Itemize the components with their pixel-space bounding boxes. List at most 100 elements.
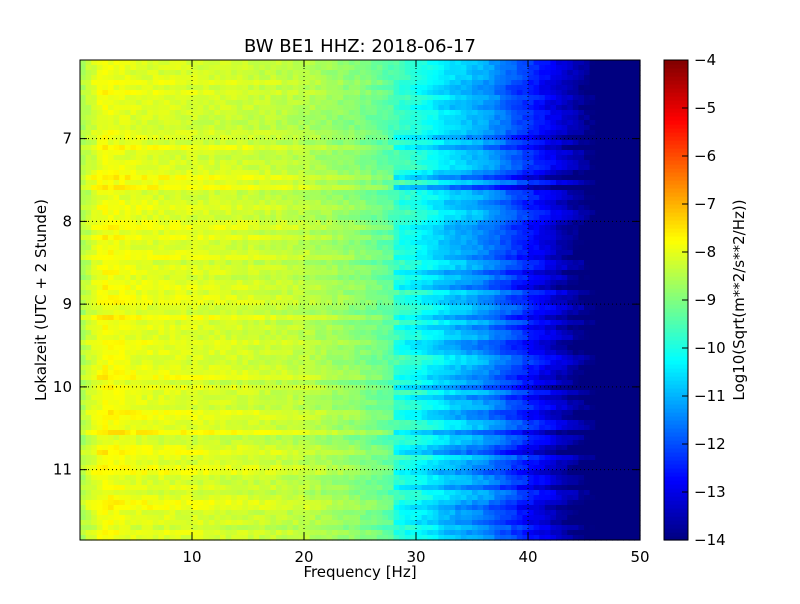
heatmap-cell: [584, 220, 591, 226]
heatmap-cell: [203, 110, 210, 116]
heatmap-cell: [600, 265, 607, 271]
heatmap-cell: [225, 85, 232, 91]
heatmap-cell: [393, 255, 400, 261]
heatmap-cell: [130, 305, 137, 311]
heatmap-cell: [494, 230, 501, 236]
heatmap-cell: [533, 80, 540, 86]
heatmap-cell: [119, 170, 126, 176]
heatmap-cell: [276, 260, 283, 266]
heatmap-cell: [108, 195, 115, 201]
heatmap-cell: [108, 175, 115, 181]
heatmap-cell: [505, 75, 512, 81]
heatmap-cell: [628, 225, 635, 231]
heatmap-cell: [539, 255, 546, 261]
heatmap-cell: [410, 205, 417, 211]
heatmap-cell: [544, 280, 551, 286]
heatmap-cell: [169, 85, 176, 91]
heatmap-cell: [421, 250, 428, 256]
heatmap-cell: [108, 150, 115, 156]
heatmap-cell: [595, 180, 602, 186]
heatmap-cell: [533, 95, 540, 101]
heatmap-cell: [248, 275, 255, 281]
heatmap-cell: [253, 260, 260, 266]
heatmap-cell: [488, 275, 495, 281]
heatmap-cell: [158, 140, 165, 146]
heatmap-cell: [164, 245, 171, 251]
heatmap-cell: [270, 230, 277, 236]
heatmap-cell: [533, 110, 540, 116]
heatmap-cell: [544, 90, 551, 96]
heatmap-cell: [584, 130, 591, 136]
heatmap-cell: [220, 150, 227, 156]
heatmap-cell: [416, 90, 423, 96]
heatmap-cell: [522, 150, 529, 156]
heatmap-cell: [600, 280, 607, 286]
heatmap-cell: [315, 270, 322, 276]
heatmap-cell: [511, 240, 518, 246]
heatmap-cell: [472, 265, 479, 271]
heatmap-cell: [494, 65, 501, 71]
heatmap-cell: [634, 110, 641, 116]
heatmap-cell: [578, 120, 585, 126]
heatmap-cell: [567, 65, 574, 71]
heatmap-cell: [628, 140, 635, 146]
heatmap-cell: [175, 165, 182, 171]
heatmap-cell: [505, 195, 512, 201]
heatmap-cell: [304, 85, 311, 91]
heatmap-cell: [192, 60, 199, 66]
heatmap-cell: [472, 145, 479, 151]
heatmap-cell: [584, 265, 591, 271]
heatmap-cell: [354, 240, 361, 246]
heatmap-cell: [505, 185, 512, 191]
heatmap-cell: [421, 115, 428, 121]
heatmap-cell: [203, 70, 210, 76]
heatmap-cell: [348, 255, 355, 261]
heatmap-cell: [584, 95, 591, 101]
heatmap-cell: [382, 80, 389, 86]
heatmap-cell: [595, 215, 602, 221]
heatmap-cell: [91, 90, 98, 96]
heatmap-cell: [416, 215, 423, 221]
heatmap-cell: [169, 240, 176, 246]
heatmap-cell: [175, 75, 182, 81]
heatmap-cell: [236, 60, 243, 66]
heatmap-cell: [589, 160, 596, 166]
heatmap-cell: [287, 105, 294, 111]
heatmap-cell: [589, 295, 596, 301]
heatmap-cell: [152, 105, 159, 111]
heatmap-cell: [500, 250, 507, 256]
heatmap-cell: [539, 60, 546, 66]
heatmap-cell: [410, 160, 417, 166]
heatmap-cell: [556, 255, 563, 261]
heatmap-cell: [360, 180, 367, 186]
heatmap-cell: [147, 250, 154, 256]
heatmap-cell: [584, 210, 591, 216]
heatmap-cell: [505, 190, 512, 196]
heatmap-cell: [315, 220, 322, 226]
heatmap-cell: [488, 85, 495, 91]
heatmap-cell: [192, 280, 199, 286]
heatmap-cell: [360, 60, 367, 66]
heatmap-cell: [488, 105, 495, 111]
heatmap-cell: [404, 290, 411, 296]
heatmap-cell: [124, 200, 131, 206]
heatmap-cell: [320, 255, 327, 261]
heatmap-cell: [544, 100, 551, 106]
heatmap-cell: [326, 210, 333, 216]
heatmap-cell: [264, 270, 271, 276]
heatmap-cell: [584, 80, 591, 86]
heatmap-cell: [460, 140, 467, 146]
heatmap-cell: [589, 170, 596, 176]
heatmap-cell: [371, 195, 378, 201]
heatmap-cell: [556, 270, 563, 276]
heatmap-cell: [309, 170, 316, 176]
heatmap-cell: [427, 195, 434, 201]
heatmap-cell: [511, 90, 518, 96]
heatmap-cell: [225, 150, 232, 156]
heatmap-cell: [455, 100, 462, 106]
heatmap-cell: [231, 105, 238, 111]
heatmap-cell: [410, 110, 417, 116]
heatmap-cell: [612, 250, 619, 256]
heatmap-cell: [371, 150, 378, 156]
heatmap-cell: [578, 100, 585, 106]
